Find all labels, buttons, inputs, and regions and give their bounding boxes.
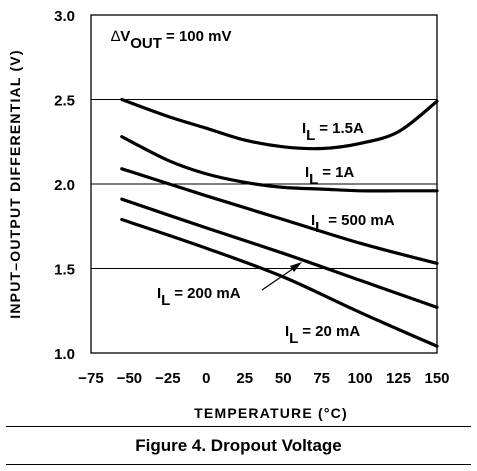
series-lines (120, 97, 439, 348)
y-tick-label: 2.0 (54, 177, 75, 194)
series-label-0: IL = 1.5A (302, 120, 364, 144)
figure-caption: Figure 4. Dropout Voltage (135, 436, 342, 455)
series-line-1 (120, 135, 439, 193)
y-tick-label: 1.5 (54, 262, 75, 279)
x-tick-label: 0 (202, 370, 210, 387)
y-tick-label: 1.0 (54, 346, 75, 363)
dropout-voltage-chart: 1.0 1.5 2.0 2.5 3.0 −75 −50 −25 0 25 50 75 100 125 150… (7, 8, 450, 421)
caption-top-rule (6, 426, 471, 427)
x-tick-label: 50 (275, 370, 292, 387)
delta-vout-annotation: ∆VOUT = 100 mV (111, 28, 232, 52)
y-axis-label: INPUT–OUTPUT DIFFERENTIAL (V) (7, 49, 23, 318)
x-tick-label: −25 (155, 370, 180, 387)
x-tick-label: 150 (424, 370, 449, 387)
x-tick-label: 125 (386, 370, 411, 387)
x-axis-label: TEMPERATURE (°C) (194, 405, 348, 421)
series-labels: IL = 1.5A IL = 1A IL = 500 mA IL = 200 mA IL… (111, 28, 395, 347)
tick-labels: 1.0 1.5 2.0 2.5 3.0 −75 −50 −25 0 25 50 75 100 125 150 (54, 8, 449, 387)
series-label-3: IL = 200 mA (157, 285, 241, 309)
x-tick-label: 75 (313, 370, 330, 387)
x-tick-label: 25 (236, 370, 253, 387)
y-tick-label: 3.0 (54, 8, 75, 25)
series-label-2: IL = 500 mA (311, 212, 395, 236)
x-tick-label: −50 (117, 370, 142, 387)
series-line-2 (120, 167, 439, 265)
series-label-4: IL = 20 mA (285, 323, 360, 347)
caption-bottom-rule (6, 464, 471, 465)
x-tick-label: 100 (348, 370, 373, 387)
plot-frame (90, 14, 438, 354)
x-tick-label: −75 (78, 370, 103, 387)
y-tick-label: 2.5 (54, 93, 75, 110)
label-arrow-200ma (261, 265, 298, 291)
series-line-3 (120, 197, 439, 309)
label-arrow-head (290, 262, 302, 272)
series-line-4 (120, 217, 439, 348)
series-label-1: IL = 1A (305, 164, 355, 188)
series-line-0 (120, 97, 439, 151)
